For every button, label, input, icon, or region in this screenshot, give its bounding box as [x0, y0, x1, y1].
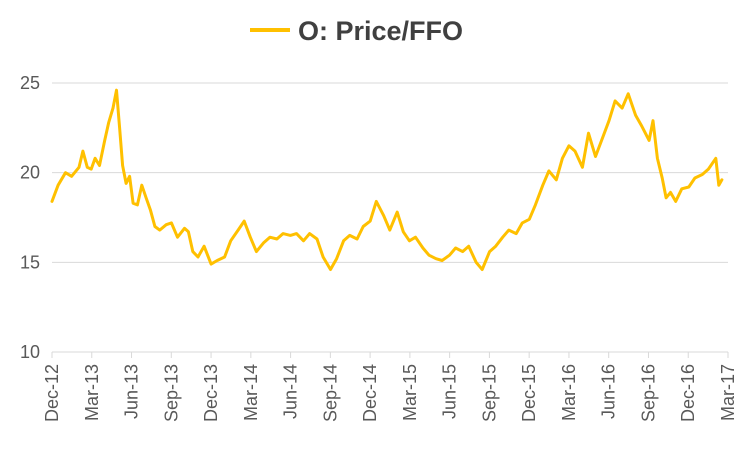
x-tick-label: Dec-15	[519, 364, 539, 422]
legend: O: Price/FFO	[250, 16, 463, 46]
x-tick-label: Dec-16	[678, 364, 698, 422]
y-tick-label: 20	[20, 163, 40, 183]
y-tick-label: 10	[20, 342, 40, 362]
x-tick-label: Sep-14	[320, 364, 340, 422]
x-tick-label: Mar-14	[241, 364, 261, 421]
x-tick-label: Sep-13	[161, 364, 181, 422]
x-tick-label: Sep-16	[638, 364, 658, 422]
x-tick-label: Jun-15	[440, 364, 460, 419]
x-tick-label: Mar-15	[400, 364, 420, 421]
x-tick-label: Jun-14	[281, 364, 301, 419]
x-tick-label: Dec-12	[42, 364, 62, 422]
x-tick-label: Mar-13	[82, 364, 102, 421]
x-axis-ticks: Dec-12 Mar-13 Jun-13 Sep-13 Dec-13 Mar-14 Jun-…	[42, 352, 738, 422]
gridlines	[52, 82, 728, 353]
x-tick-label: Jun-16	[599, 364, 619, 419]
series-layer	[50, 88, 724, 271]
y-axis-ticks: 10 15 20 25	[20, 73, 40, 362]
y-tick-label: 25	[20, 73, 40, 93]
chart-title: O: Price/FFO	[298, 16, 463, 46]
y-tick-label: 15	[20, 252, 40, 272]
x-tick-label: Mar-16	[559, 364, 579, 421]
x-tick-label: Dec-13	[201, 364, 221, 422]
series-line-price-ffo	[50, 88, 724, 271]
x-tick-label: Mar-17	[718, 364, 738, 421]
x-tick-label: Sep-15	[479, 364, 499, 422]
x-tick-label: Dec-14	[360, 364, 380, 422]
x-tick-label: Jun-13	[122, 364, 142, 419]
